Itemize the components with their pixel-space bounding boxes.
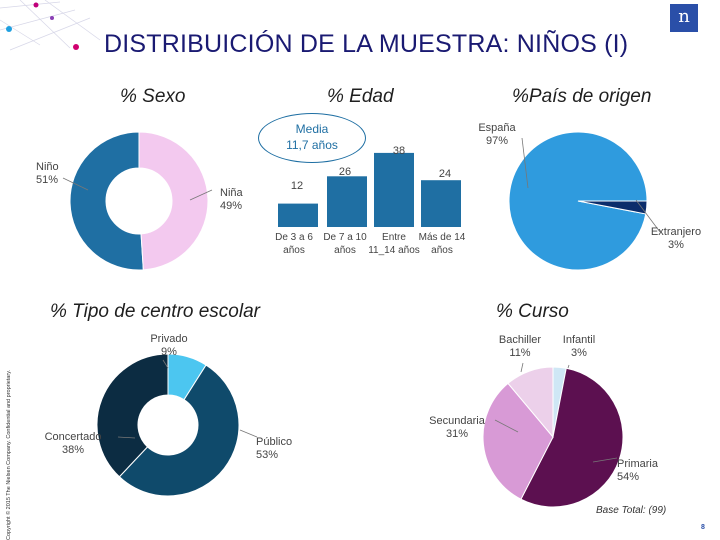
donut-sexo bbox=[69, 131, 209, 271]
slice-extranjero bbox=[577, 200, 648, 215]
slice-label-publico: Público 53% bbox=[256, 436, 293, 461]
chart-title-sexo: % Sexo bbox=[120, 86, 186, 107]
slice-bachiller bbox=[507, 366, 554, 439]
media-callout bbox=[258, 113, 366, 163]
slice-label-secundaria: Secundaria 31% bbox=[429, 415, 485, 440]
slice-label-espana: España 97% bbox=[478, 122, 516, 147]
slice-secundaria bbox=[482, 382, 554, 500]
leader-lines bbox=[62, 137, 661, 463]
chart-title-pais: %País de origen bbox=[512, 86, 652, 107]
slice-label-extranjero: Extranjero 3% bbox=[650, 226, 702, 251]
slice-label-bachiller: Bachiller 11% bbox=[498, 334, 542, 359]
media-value: 11,7 años bbox=[286, 138, 338, 152]
slide-title: DISTRIBUICIÓN DE LA MUESTRA: NIÑOS (I) bbox=[104, 30, 629, 58]
slice-label-privado: Privado 9% bbox=[150, 333, 188, 358]
slice-publico bbox=[118, 364, 240, 497]
slice-nino bbox=[69, 131, 144, 271]
bar-value-label: 26 bbox=[338, 166, 352, 178]
slice-label-concertado: Concertado 38% bbox=[44, 431, 102, 456]
slice-nina bbox=[138, 131, 209, 271]
chart-title-curso: % Curso bbox=[496, 301, 569, 322]
bar-value-label: 12 bbox=[290, 180, 304, 192]
donut-pais bbox=[508, 131, 648, 271]
bar-4 bbox=[421, 180, 461, 227]
media-callout-text: Media 11,7 años bbox=[258, 121, 366, 153]
slice-label-primaria: Primaria 54% bbox=[617, 458, 658, 483]
base-total-note: Base Total: (99) bbox=[596, 505, 667, 516]
bar-category-label: De 3 a 6 años bbox=[275, 232, 313, 256]
bar-category-label: De 7 a 10 años bbox=[323, 232, 367, 256]
bar-value-label: 38 bbox=[392, 145, 406, 157]
slice-label-infantil: Infantil 3% bbox=[562, 334, 596, 359]
bar-category-label: Más de 14 años bbox=[418, 232, 466, 256]
bar-category-label: Entre 11_14 años bbox=[368, 232, 420, 256]
copyright-notice: Copyright © 2015 The Nielsen Company. Co… bbox=[6, 369, 12, 540]
donut-curso bbox=[482, 366, 624, 508]
bar-value-label: 24 bbox=[438, 168, 452, 180]
slice-concertado bbox=[96, 353, 169, 478]
slice-label-nina: Niña 49% bbox=[220, 187, 243, 212]
media-label: Media bbox=[295, 122, 329, 136]
brand-logo: n bbox=[670, 4, 698, 32]
network-decoration bbox=[0, 0, 101, 51]
donut-centro bbox=[96, 353, 240, 497]
bar-3 bbox=[374, 152, 414, 227]
slice-primaria bbox=[520, 367, 624, 508]
bars-edad bbox=[278, 152, 461, 227]
slice-label-nino: Niño 51% bbox=[36, 161, 59, 186]
chart-title-edad: % Edad bbox=[327, 86, 394, 107]
bar-1 bbox=[278, 203, 318, 227]
bar-2 bbox=[327, 176, 367, 227]
chart-title-centro: % Tipo de centro escolar bbox=[50, 301, 260, 322]
page-number: 8 bbox=[701, 524, 705, 531]
